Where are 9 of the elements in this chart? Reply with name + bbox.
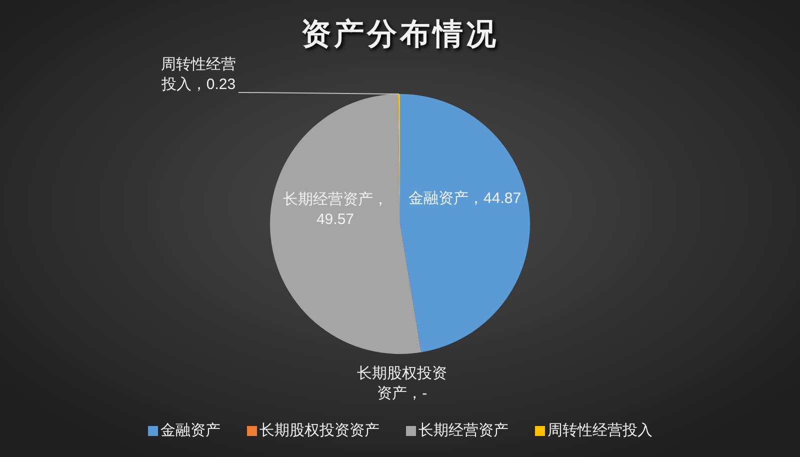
legend-label: 周转性经营投入: [548, 421, 652, 440]
data-label: 周转性经营投入，0.23: [160, 54, 237, 94]
legend-label: 金融资产: [160, 421, 220, 440]
chart-title: 资产分布情况: [300, 17, 500, 53]
data-label: 金融资产，44.87: [408, 188, 522, 209]
legend-label: 长期经营资产: [418, 421, 508, 440]
data-label: 长期经营资产，49.57: [282, 190, 389, 230]
legend-label: 长期股权投资资产: [260, 421, 380, 440]
text: 长期股权投资资产，-: [357, 365, 448, 402]
